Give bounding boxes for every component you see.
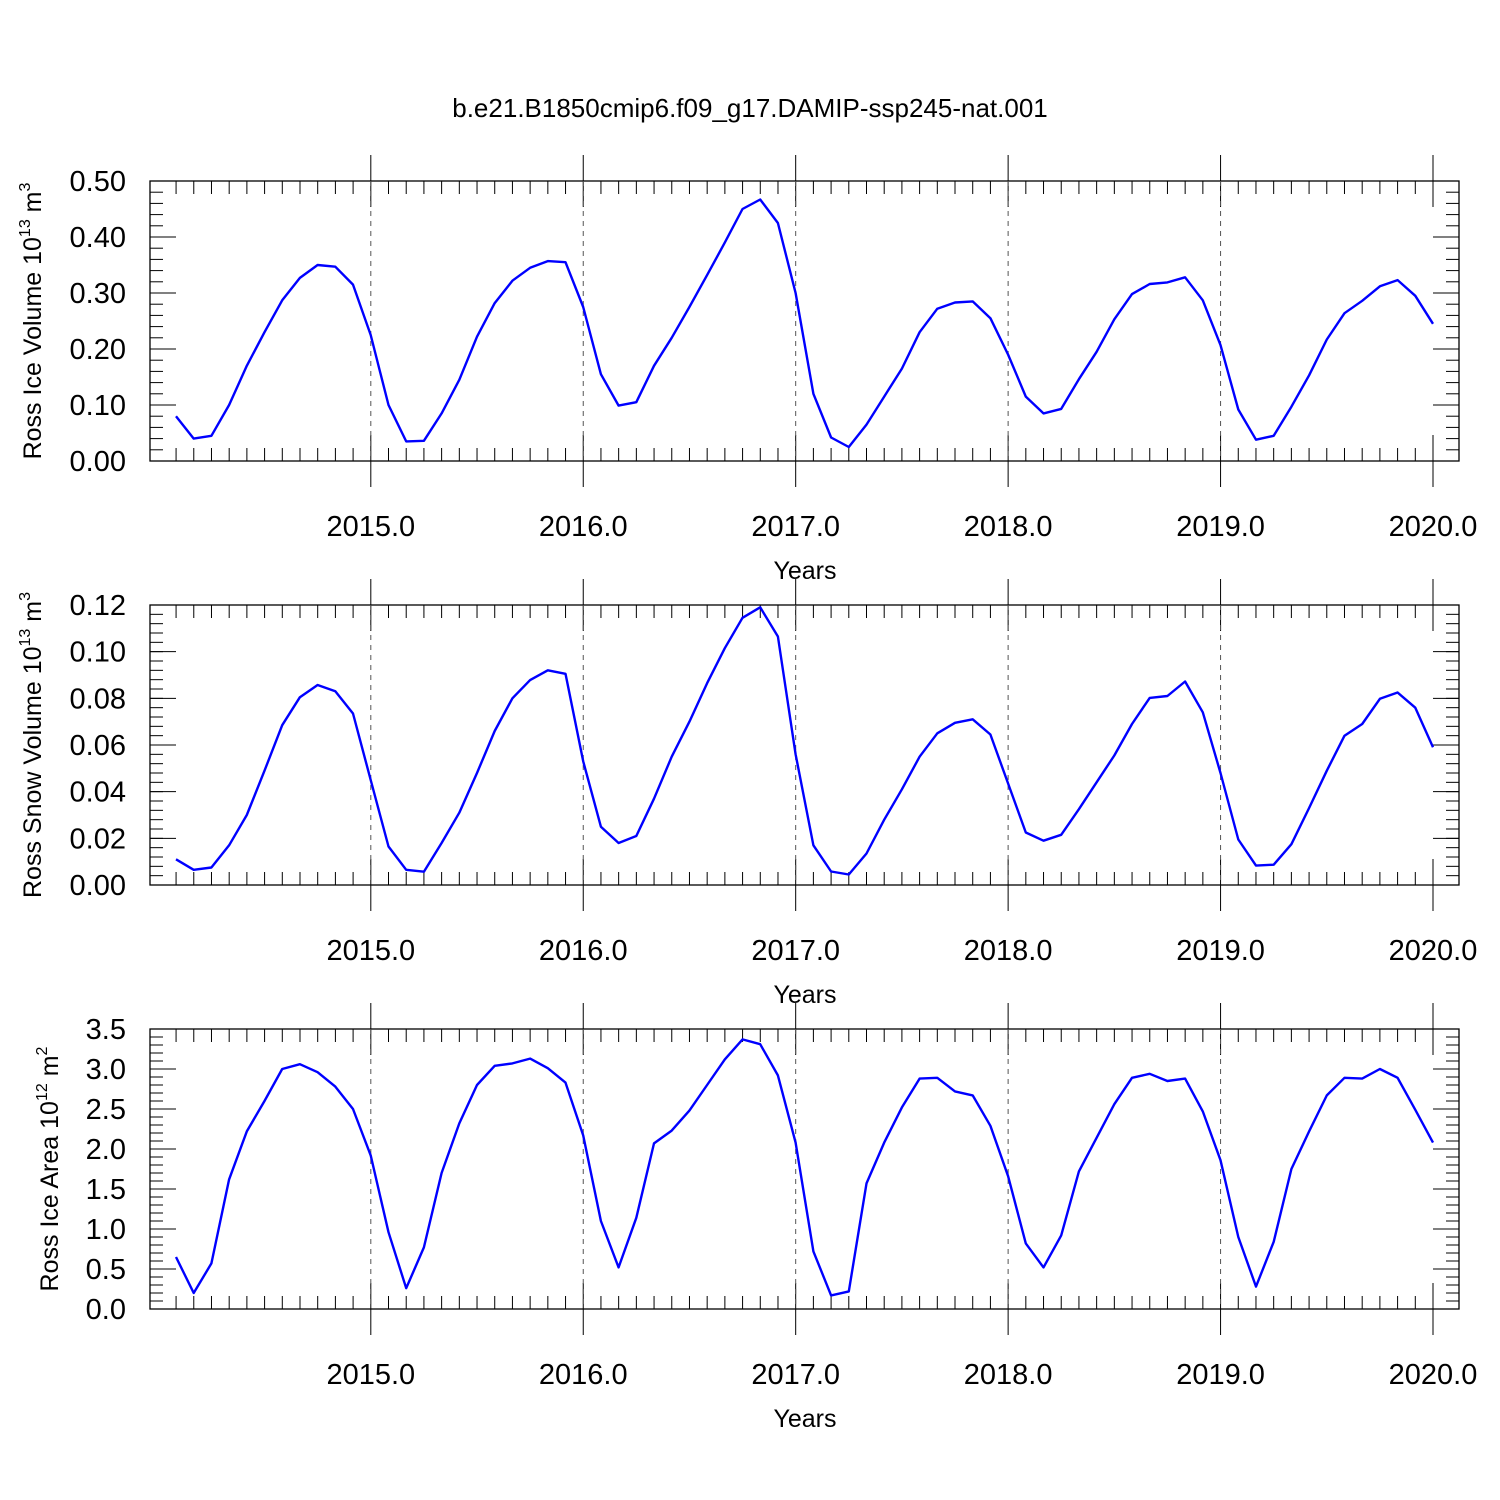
chart-panel-3: 2015.0 2016.0 2017.0 2018.0 2019.0 2020.0 0.0 0…: [34, 1003, 1477, 1433]
panels: 2015.0 2016.0 2017.0 2018.0 2019.0 2020.00.00…: [17, 155, 1477, 1433]
data-series-line: [174, 1038, 1435, 1297]
x-tick-label: 2015.0: [326, 511, 415, 543]
y-tick-label: 0.0: [86, 1294, 126, 1326]
y-tick-label: 0.02: [70, 823, 126, 855]
y-tick-label: 0.00: [70, 446, 126, 478]
y-tick-label: 0.10: [70, 637, 126, 669]
y-tick-label: 0.12: [70, 590, 126, 622]
y-axis-label: Ross Ice Volume 1013 m3: [17, 182, 47, 459]
chart-panel-2: 2015.0 2016.0 2017.0 2018.0 2019.0 2020.0 0.00…: [17, 579, 1477, 1009]
y-tick-label: 3.0: [86, 1054, 126, 1086]
y-axis-label: Ross Snow Volume 1013 m3: [17, 592, 47, 898]
data-series-line: [175, 198, 1435, 449]
y-axis-label: Ross Ice Area 1012 m2: [34, 1046, 64, 1291]
x-tick-label: 2020.0: [1389, 935, 1478, 967]
x-tick-label: 2016.0: [539, 935, 628, 967]
y-tick-label: 2.0: [86, 1134, 126, 1166]
x-axis-label: Years: [773, 557, 836, 585]
plot-frame: [149, 180, 1460, 462]
y-tick-label: 0.00: [70, 870, 126, 902]
figure-title: b.e21.B1850cmip6.f09_g17.DAMIP-ssp245-na…: [452, 93, 1048, 123]
x-tick-label: 2019.0: [1176, 1359, 1265, 1391]
x-tick-label: 2019.0: [1176, 935, 1265, 967]
y-tick-label: 3.5: [86, 1014, 126, 1046]
y-tick-label: 0.04: [70, 777, 126, 809]
x-tick-label: 2016.0: [539, 511, 628, 543]
y-tick-label: 1.0: [86, 1214, 126, 1246]
x-tick-label: 2020.0: [1389, 1359, 1478, 1391]
x-tick-label: 2016.0: [539, 1359, 628, 1391]
x-axis-label: Years: [773, 1405, 836, 1433]
plot-frame: [149, 604, 1460, 886]
x-tick-label: 2020.0: [1389, 511, 1478, 543]
x-tick-label: 2017.0: [751, 935, 840, 967]
x-tick-label: 2018.0: [964, 511, 1053, 543]
data-series-line: [175, 606, 1435, 876]
x-tick-label: 2018.0: [964, 1359, 1053, 1391]
y-tick-label: 1.5: [86, 1174, 126, 1206]
y-tick-label: 0.08: [70, 683, 126, 715]
x-tick-label: 2015.0: [326, 935, 415, 967]
y-tick-label: 0.30: [70, 278, 126, 310]
x-tick-label: 2018.0: [964, 935, 1053, 967]
x-tick-label: 2019.0: [1176, 511, 1265, 543]
x-axis-label: Years: [773, 981, 836, 1009]
y-tick-label: 0.20: [70, 334, 126, 366]
y-tick-label: 0.10: [70, 390, 126, 422]
y-tick-label: 0.06: [70, 730, 126, 762]
y-tick-label: 0.50: [70, 166, 126, 198]
x-tick-label: 2017.0: [751, 1359, 840, 1391]
x-tick-label: 2015.0: [326, 1359, 415, 1391]
plot-frame: [149, 1028, 1460, 1310]
chart-panel-1: 2015.0 2016.0 2017.0 2018.0 2019.0 2020.0 0.00…: [17, 155, 1477, 585]
y-tick-label: 2.5: [86, 1094, 126, 1126]
y-tick-label: 0.5: [86, 1254, 126, 1286]
y-tick-label: 0.40: [70, 222, 126, 254]
x-tick-label: 2017.0: [751, 511, 840, 543]
